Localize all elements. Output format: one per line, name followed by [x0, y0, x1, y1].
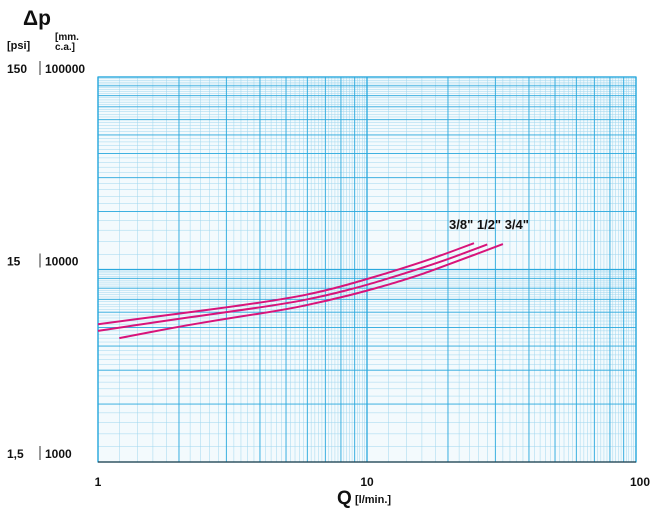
curves	[97, 242, 504, 340]
y-axis-title: Δp	[23, 7, 51, 30]
y-tick-label-psi: 15	[7, 255, 21, 269]
axis-labels: 3/8" 1/2" 3/4" 1 10 100 1,5 1000 15 10000 150 100…	[7, 7, 650, 509]
x-tick-label: 100	[630, 475, 650, 489]
series-3-curve	[119, 243, 504, 340]
series-1-curve	[97, 242, 475, 326]
y-tick-label-mm: 100000	[45, 62, 85, 76]
y-tick-label-mm: 10000	[45, 255, 79, 269]
y-tick-label-psi: 150	[7, 62, 27, 76]
x-tick-label: 10	[360, 475, 374, 489]
x-axis-unit: [l/min.]	[355, 494, 391, 506]
y-unit-mm-line1: [mm.	[55, 32, 79, 43]
y-tick-label-mm: 1000	[45, 447, 72, 461]
y-unit-mm-line2: c.a.]	[55, 42, 75, 53]
y-tick-label-psi: 1,5	[7, 447, 24, 461]
x-axis-title: Q	[337, 488, 352, 509]
major-grid	[97, 76, 637, 463]
series-2-curve	[97, 243, 488, 332]
x-tick-label: 1	[95, 475, 102, 489]
series-legend-label: 3/8" 1/2" 3/4"	[449, 217, 529, 232]
y-unit-psi: [psi]	[7, 40, 31, 52]
